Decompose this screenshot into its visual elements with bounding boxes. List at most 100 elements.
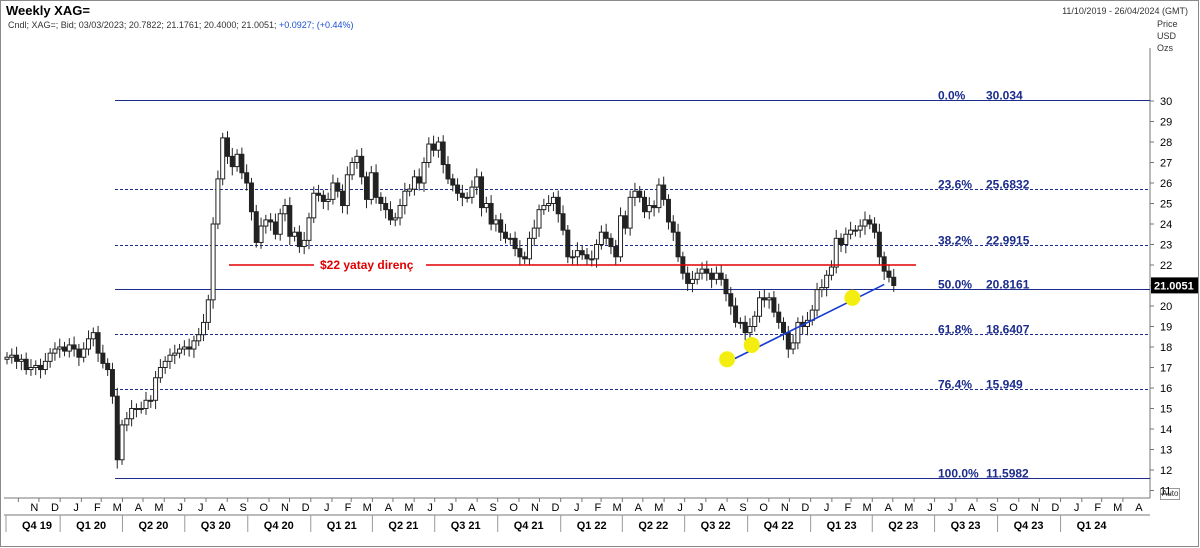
candle-body [316, 192, 322, 196]
candle-body [344, 174, 350, 207]
quarter-label: Q2 20 [138, 520, 168, 532]
candle-body [340, 190, 346, 207]
candle-body [387, 209, 393, 221]
candle-body [311, 192, 317, 219]
candle-body [435, 141, 441, 151]
candle-body [416, 176, 422, 184]
candle-body [718, 272, 724, 280]
candle-body [138, 408, 144, 410]
month-label: J [677, 502, 683, 514]
candle-body [541, 205, 547, 211]
candle-body [776, 311, 782, 323]
candle-body [114, 395, 120, 461]
candle-body [320, 194, 326, 202]
candle-body [9, 354, 15, 358]
candle-body [440, 141, 446, 166]
month-label: N [30, 502, 38, 514]
candle-body [363, 176, 369, 200]
candle-body [196, 334, 202, 342]
month-label: O [259, 502, 268, 514]
auto-scale-button[interactable]: Auto [1160, 488, 1181, 500]
candle-body [555, 196, 561, 215]
quarter-label: Q1 24 [1077, 520, 1108, 532]
candle-body [71, 344, 77, 350]
candle-body [771, 297, 777, 313]
month-label: A [468, 502, 476, 514]
quarter-label: Q1 21 [327, 520, 357, 532]
candle-body [622, 215, 628, 229]
candle-body [694, 272, 700, 280]
quarter-label: Q1 22 [577, 520, 607, 532]
fib-level-price: 18.6407 [986, 323, 1030, 337]
month-label: D [1051, 502, 1059, 514]
candle-body [785, 332, 791, 350]
month-label: A [885, 502, 893, 514]
y-tick-label: 20 [1160, 301, 1172, 313]
candle-body [220, 137, 226, 180]
candle-body [512, 237, 518, 250]
month-label: F [94, 502, 101, 514]
y-tick-label: 23 [1160, 240, 1172, 252]
candle-body [23, 358, 29, 371]
candle-body [828, 266, 834, 276]
month-label: J [574, 502, 580, 514]
candle-body [354, 155, 360, 164]
touch-marker [743, 336, 760, 353]
candle-body [618, 215, 624, 258]
candle-body [589, 258, 595, 261]
y-tick-label: 18 [1160, 342, 1172, 354]
fib-level-price: 22.9915 [986, 234, 1030, 248]
candle-body [488, 203, 494, 225]
candle-body [205, 299, 211, 323]
candle-body [891, 276, 897, 286]
month-label: N [531, 502, 539, 514]
candle-body [306, 217, 312, 241]
month-label: N [1031, 502, 1039, 514]
candle-body [584, 254, 590, 260]
candle-body [685, 272, 691, 284]
candle-body [373, 172, 379, 198]
candle-body [325, 198, 331, 202]
candle-body [119, 424, 125, 461]
candle-body [757, 297, 763, 317]
month-label: M [404, 502, 413, 514]
month-label: M [904, 502, 913, 514]
month-label: J [927, 502, 933, 514]
candle-body [33, 364, 39, 369]
month-label: J [73, 502, 79, 514]
candle-body [215, 178, 221, 225]
candle-body [57, 346, 63, 350]
candle-body [272, 221, 278, 235]
candle-body [479, 176, 485, 209]
candle-body [18, 358, 24, 362]
fib-level-price: 15.949 [986, 378, 1023, 392]
candle-body [574, 250, 580, 258]
month-label: S [240, 502, 247, 514]
candle-body [359, 155, 365, 178]
candle-body [42, 360, 48, 371]
month-label: D [51, 502, 59, 514]
candle-body [407, 188, 413, 192]
month-label: S [989, 502, 996, 514]
candle-body [546, 203, 552, 207]
candle-body [450, 178, 456, 186]
candle-body [191, 340, 197, 350]
y-tick-label: 14 [1160, 424, 1172, 436]
candle-body [90, 332, 96, 340]
month-label: D [551, 502, 559, 514]
candle-body [455, 184, 461, 194]
month-label: O [509, 502, 518, 514]
candle-body [752, 315, 758, 327]
candle-body [665, 198, 671, 223]
candle-body [4, 356, 10, 360]
candle-body [857, 225, 863, 231]
candle-body [258, 225, 264, 243]
candle-body [867, 219, 873, 225]
quarter-label: Q3 23 [951, 520, 981, 532]
quarter-label: Q4 19 [22, 520, 52, 532]
y-tick-label: 26 [1160, 178, 1172, 190]
fib-level-price: 25.6832 [986, 178, 1030, 192]
candle-body [526, 237, 532, 260]
chart-title: Weekly XAG= [6, 3, 90, 18]
